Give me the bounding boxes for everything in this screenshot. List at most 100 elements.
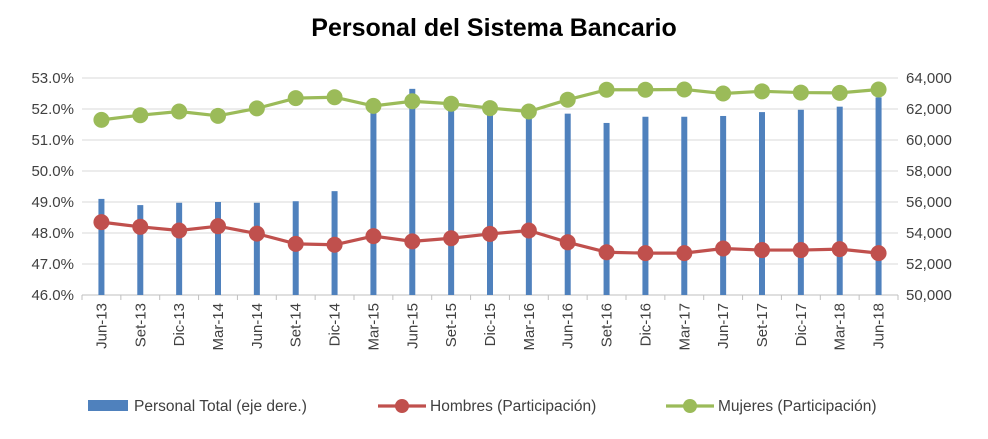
right-tick-label: 62,000 (906, 101, 952, 118)
series-point (248, 100, 265, 117)
series-point (559, 91, 576, 108)
x-tick-label: Jun-17 (715, 303, 732, 349)
bar (642, 116, 649, 295)
series-point (365, 97, 382, 114)
x-tick-label: Dic-13 (171, 303, 188, 346)
bar (448, 100, 455, 295)
series-point (637, 81, 654, 98)
left-tick-label: 46.0% (31, 287, 74, 304)
legend-label: Personal Total (eje dere.) (134, 398, 307, 415)
right-tick-label: 54,000 (906, 225, 952, 242)
x-tick-label: Dic-15 (482, 303, 499, 346)
right-axis-ticks: 50,000 52,000 54,000 56,000 58,000 60,000 62,0… (906, 70, 952, 304)
bar (215, 202, 221, 295)
series-point (326, 89, 343, 106)
left-tick-label: 52.0% (31, 101, 74, 118)
series-point (754, 83, 770, 100)
lines (93, 81, 887, 262)
x-tick-label: Set-16 (599, 303, 616, 347)
x-tick-label: Dic-17 (793, 303, 810, 346)
left-axis-ticks: 46.0% 47.0% 48.0% 49.0% 50.0% 51.0% 52.0% 53.0% (31, 70, 74, 304)
x-tick-label: Jun-18 (871, 303, 888, 349)
series-point (93, 111, 110, 128)
series-point (210, 218, 226, 235)
right-tick-label: 60,000 (906, 132, 952, 149)
legend-swatch-bar (88, 400, 128, 411)
series-point (326, 236, 343, 253)
bar (137, 205, 144, 295)
right-tick-label: 50,000 (906, 287, 952, 304)
left-tick-label: 50.0% (31, 163, 74, 180)
series-point (443, 230, 460, 247)
x-tick-label: Dic-14 (327, 303, 344, 346)
bar (487, 109, 493, 295)
series-point (482, 100, 498, 117)
bar (564, 113, 571, 296)
right-tick-label: 56,000 (906, 194, 952, 211)
series-point (171, 222, 188, 239)
series-point (132, 218, 149, 235)
series-point (132, 107, 149, 124)
right-tick-label: 64,000 (906, 70, 952, 87)
legend-label: Hombres (Participación) (430, 398, 596, 415)
chart-title: Personal del Sistema Bancario (311, 14, 677, 42)
series-point (792, 242, 809, 259)
series-point (287, 90, 304, 107)
left-tick-label: 51.0% (31, 132, 74, 149)
series-point (248, 225, 265, 242)
bar (98, 198, 105, 295)
series-point (715, 85, 732, 102)
series-point (792, 84, 809, 101)
x-tick-label: Set-14 (288, 303, 305, 347)
x-tick-label: Set-13 (132, 303, 149, 347)
bar (836, 106, 843, 295)
bar (875, 97, 882, 295)
left-tick-label: 53.0% (31, 70, 74, 87)
bar (759, 112, 765, 295)
legend: Personal Total (eje dere.) Hombres (Parti… (88, 398, 877, 415)
series-point (715, 240, 732, 257)
x-tick-label: Jun-14 (249, 303, 266, 349)
legend-swatch-marker (395, 399, 409, 413)
series-point (520, 103, 537, 120)
series-point (93, 214, 110, 231)
series-point (443, 95, 460, 112)
series-point (287, 235, 304, 252)
bar (797, 109, 804, 296)
x-tick-label: Jun-16 (560, 303, 577, 349)
bars (98, 88, 882, 296)
bar (525, 111, 532, 295)
series-point (870, 245, 887, 262)
x-tick-label: Dic-16 (637, 303, 654, 346)
series-point (482, 225, 498, 242)
series-point (831, 241, 848, 258)
bar (720, 115, 727, 295)
x-tick-label: Mar-16 (521, 303, 538, 351)
x-tick-label: Mar-18 (832, 303, 849, 351)
series-point (520, 222, 537, 239)
series-point (676, 245, 693, 262)
x-tick-label: Set-15 (443, 303, 460, 347)
bar (253, 202, 260, 295)
bar (409, 88, 416, 295)
bar (603, 122, 610, 295)
series-point (831, 84, 848, 101)
x-tick-label: Jun-15 (404, 303, 421, 349)
right-tick-label: 52,000 (906, 256, 952, 273)
x-tick-label: Mar-15 (365, 303, 382, 351)
x-tick-label: Set-17 (754, 303, 771, 347)
right-tick-label: 58,000 (906, 163, 952, 180)
bar (681, 116, 688, 295)
series-point (404, 233, 421, 250)
series-point (365, 228, 382, 245)
x-tick-label: Mar-14 (210, 303, 227, 351)
x-axis-labels: Jun-13 Set-13 Dic-13 Mar-14 Jun-14 Set-14 Dic-… (93, 303, 887, 351)
x-tick-label: Mar-17 (676, 303, 693, 351)
left-tick-label: 49.0% (31, 194, 74, 211)
bar (370, 101, 377, 295)
series-point (598, 244, 615, 261)
legend-label: Mujeres (Participación) (718, 398, 877, 415)
left-tick-label: 47.0% (31, 256, 74, 273)
x-tick-label: Jun-13 (93, 303, 110, 349)
series-point (404, 93, 421, 110)
